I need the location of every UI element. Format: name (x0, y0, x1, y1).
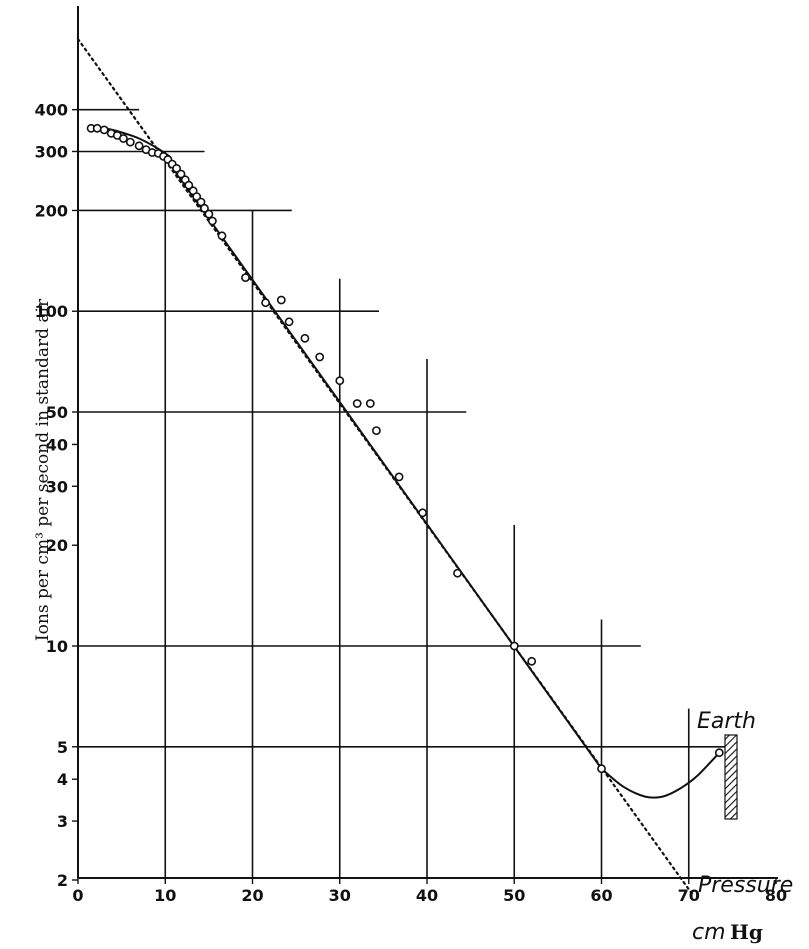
data-point (261, 298, 270, 308)
y-tick-label-2: 2 (57, 871, 68, 890)
data-point (371, 426, 381, 435)
y-tick-label-5: 5 (57, 738, 68, 757)
extrapolation-dotted (76, 38, 695, 897)
data-point (300, 333, 310, 343)
axes (72, 6, 778, 884)
y-tick-label-50: 50 (46, 403, 68, 422)
data-point (241, 273, 250, 282)
data-point (217, 231, 227, 241)
data-point (134, 141, 144, 151)
data-point (207, 216, 217, 226)
data-point (315, 352, 325, 362)
data-point (284, 317, 294, 327)
earth-hatch (724, 734, 738, 820)
tick-labels: 0 10 20 30 40 50 60 70 80 2 3 4 5 10 20 30 40 50 100 200 300… (35, 101, 788, 905)
x-tick-label-60: 60 (590, 886, 612, 905)
x-axis-unit-cm: cm (692, 920, 726, 945)
data-point (418, 508, 427, 518)
pressure-annotation: Pressure (698, 873, 793, 898)
earth-marker (724, 734, 738, 820)
data-point (200, 203, 209, 213)
earth-curve (600, 752, 721, 799)
data-point (352, 399, 362, 408)
y-tick-label-20: 20 (46, 536, 68, 555)
data-point (99, 125, 109, 135)
x-tick-label-50: 50 (503, 886, 525, 905)
data-point (196, 197, 206, 207)
data-point (527, 656, 537, 666)
x-axis-unit: cm Hg (692, 920, 763, 945)
y-tick-label-30: 30 (46, 477, 68, 496)
data-point (172, 163, 181, 173)
data-point (597, 764, 606, 774)
y-tick-label-40: 40 (46, 435, 68, 454)
data-point (394, 472, 404, 482)
y-tick-label-100: 100 (35, 302, 68, 321)
grid-lines (78, 108, 733, 878)
data-point (204, 209, 214, 219)
data-point (335, 376, 345, 386)
y-tick-label-200: 200 (35, 201, 68, 220)
y-tick-label-400: 400 (35, 101, 68, 120)
y-tick-label-3: 3 (57, 812, 68, 831)
x-axis-unit-hg: Hg (730, 920, 763, 944)
x-tick-label-30: 30 (329, 886, 351, 905)
x-tick-label-70: 70 (678, 886, 700, 905)
y-axis-label: Ions per cm³ per second in standard air (33, 298, 53, 641)
y-tick-label-300: 300 (35, 142, 68, 161)
x-tick-label-40: 40 (416, 886, 438, 905)
data-point (453, 568, 462, 578)
data-point (119, 134, 128, 143)
data-points (86, 123, 724, 774)
data-point (125, 137, 135, 147)
data-point (276, 295, 286, 305)
y-tick-label-10: 10 (46, 637, 68, 656)
data-point (509, 641, 519, 651)
data-point (184, 180, 194, 190)
x-tick-label-20: 20 (241, 886, 263, 905)
earth-annotation: Earth (697, 709, 756, 734)
data-point (365, 399, 375, 408)
x-tick-label-80: 80 (765, 886, 787, 905)
data-point (176, 169, 186, 179)
x-tick-label-10: 10 (154, 886, 176, 905)
x-tick-label-0: 0 (72, 886, 83, 905)
y-tick-label-4: 4 (57, 770, 68, 789)
data-point (714, 748, 724, 758)
data-point (92, 123, 102, 133)
